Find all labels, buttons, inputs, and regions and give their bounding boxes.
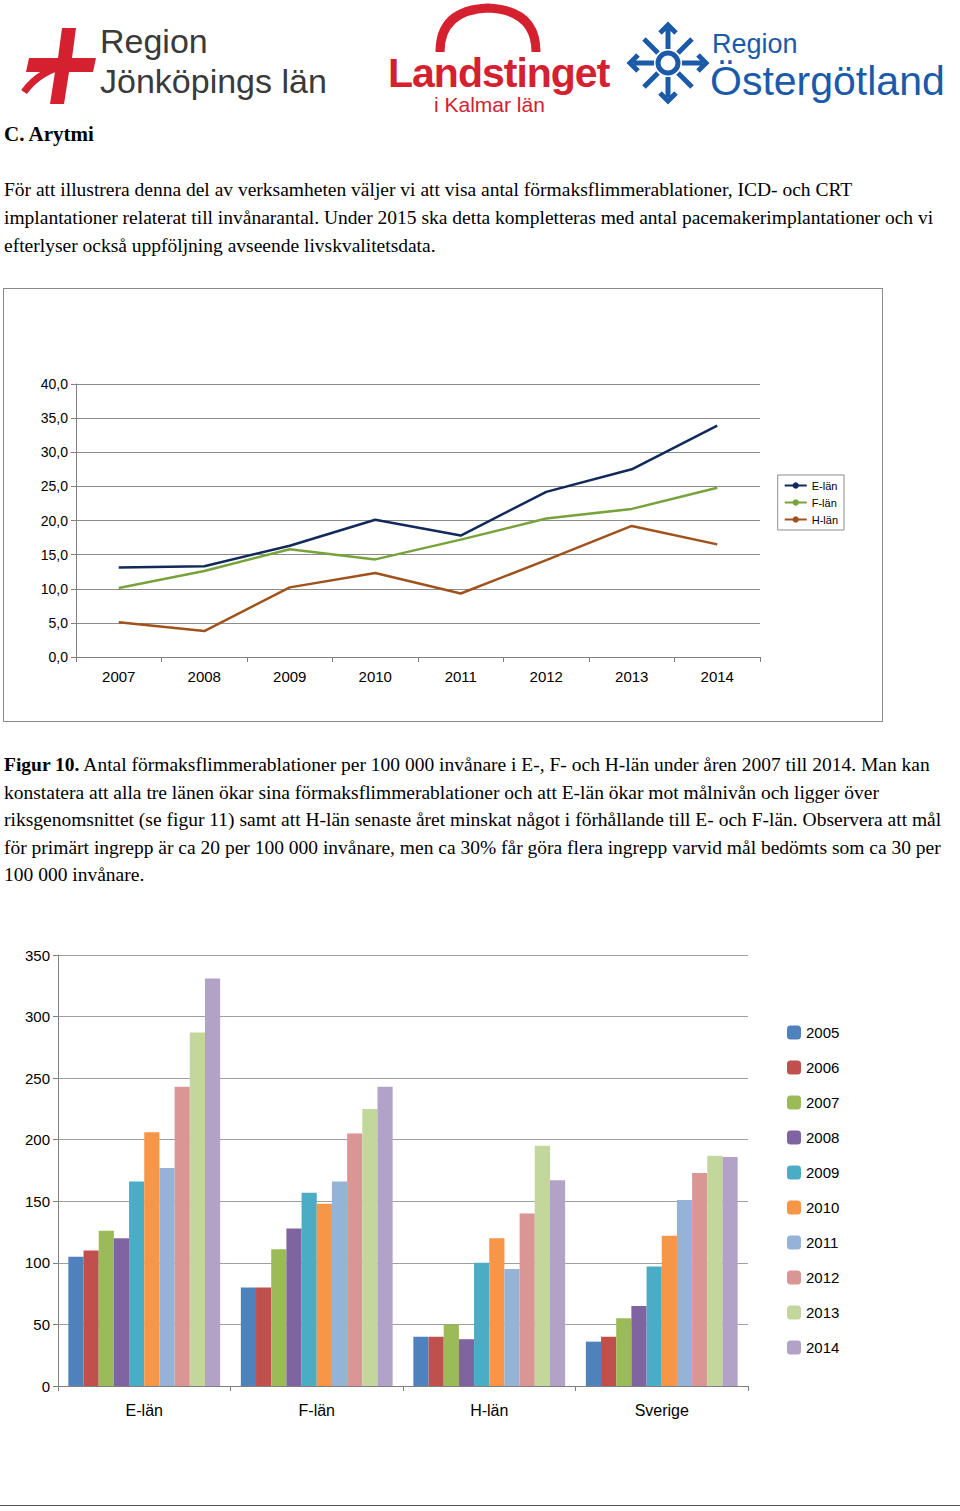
- html-text:Region: Region: [100, 22, 208, 60]
- svg-text:2008: 2008: [188, 668, 221, 685]
- svg-text:2005: 2005: [806, 1024, 839, 1041]
- html-text:Östergötland: Östergötland: [710, 58, 945, 104]
- html-text:Landstinget: Landstinget: [388, 50, 610, 96]
- svg-text:35,0: 35,0: [41, 410, 68, 426]
- svg-text:F-län: F-län: [299, 1402, 335, 1419]
- svg-text:25,0: 25,0: [41, 478, 68, 494]
- html-text:C. Arytmi: C. Arytmi: [4, 122, 94, 146]
- svg-text:2014: 2014: [806, 1339, 839, 1356]
- svg-text:F-län: F-län: [812, 497, 837, 509]
- html-text:För att illustrera denna del a: För att illustrera denna del av verksamh…: [4, 179, 934, 256]
- svg-text:100: 100: [25, 1254, 50, 1271]
- svg-text:350: 350: [25, 947, 50, 964]
- svg-text:2006: 2006: [806, 1059, 839, 1076]
- svg-text:2012: 2012: [806, 1269, 839, 1286]
- svg-text:2007: 2007: [102, 668, 135, 685]
- svg-text:50: 50: [33, 1316, 50, 1333]
- svg-text:2011: 2011: [445, 668, 477, 685]
- html-text:Region: Region: [712, 29, 798, 59]
- svg-text:250: 250: [25, 1070, 50, 1087]
- svg-text:0,0: 0,0: [49, 649, 69, 665]
- svg-text:5,0: 5,0: [49, 615, 69, 631]
- svg-text:2012: 2012: [530, 668, 563, 685]
- svg-text:15,0: 15,0: [41, 547, 68, 563]
- svg-text:0: 0: [42, 1378, 50, 1395]
- svg-text:2007: 2007: [806, 1094, 839, 1111]
- svg-text:200: 200: [25, 1131, 50, 1148]
- html-text:i Kalmar län: i Kalmar län: [434, 93, 545, 116]
- svg-text:150: 150: [25, 1193, 50, 1210]
- html-text:Figur 10. Antal förmaksflimmer: Figur 10. Antal förmaksflimmerablationer…: [4, 754, 942, 885]
- svg-text:2013: 2013: [615, 668, 648, 685]
- svg-text:E-län: E-län: [126, 1402, 163, 1419]
- svg-text:H-län: H-län: [812, 514, 838, 526]
- svg-text:30,0: 30,0: [41, 444, 68, 460]
- svg-text:2010: 2010: [806, 1199, 839, 1216]
- svg-text:2014: 2014: [701, 668, 734, 685]
- svg-text:E-län: E-län: [812, 480, 838, 492]
- svg-text:10,0: 10,0: [41, 581, 68, 597]
- svg-text:2010: 2010: [359, 668, 392, 685]
- svg-text:20,0: 20,0: [41, 513, 68, 529]
- svg-text:H-län: H-län: [470, 1402, 508, 1419]
- svg-text:2008: 2008: [806, 1129, 839, 1146]
- svg-text:2009: 2009: [806, 1164, 839, 1181]
- svg-text:2009: 2009: [273, 668, 306, 685]
- svg-text:2013: 2013: [806, 1304, 839, 1321]
- svg-text:2011: 2011: [806, 1234, 838, 1251]
- svg-text:Sverige: Sverige: [635, 1402, 689, 1419]
- html-text:Jönköpings län: Jönköpings län: [100, 62, 327, 100]
- svg-text:300: 300: [25, 1008, 50, 1025]
- svg-text:40,0: 40,0: [41, 376, 68, 392]
